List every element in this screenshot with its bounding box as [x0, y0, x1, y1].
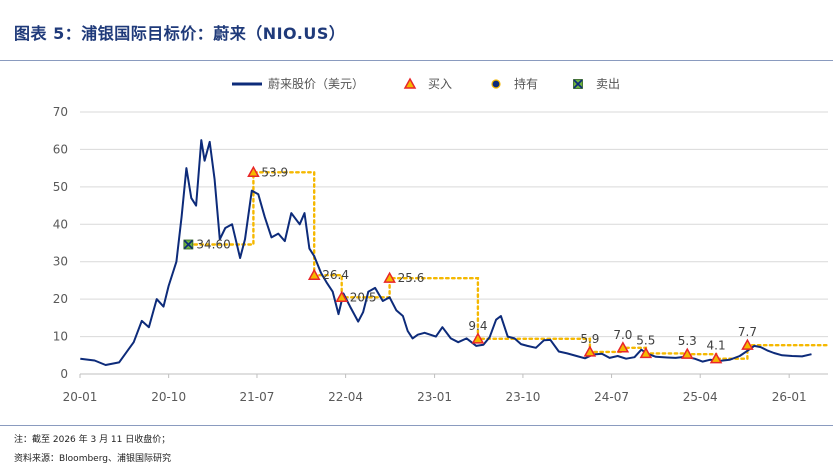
chart-legend: 蔚来股价（美元） 买入 持有 卖出 [232, 76, 620, 91]
target-price-chart: 蔚来股价（美元） 买入 持有 卖出 0 10 20 30 40 50 60 70 20-01 20-10… [53, 76, 830, 404]
rating-label: 4.1 [707, 339, 726, 353]
rating-label: 53.9 [261, 165, 288, 179]
rating-label: 7.7 [738, 325, 757, 339]
rating-markers [183, 165, 754, 364]
x-tick-label: 20-10 [151, 390, 186, 404]
buy-marker [335, 290, 349, 303]
title-divider [0, 60, 833, 61]
rating-labels: 34.60 53.9 26.420.5 25.6 9.4 5.9 7.0 5.5 5.3 4.1 7… [196, 165, 757, 352]
y-tick-label: 40 [53, 217, 68, 231]
legend-buy-label: 买入 [428, 77, 452, 91]
legend-hold-label: 持有 [514, 76, 538, 91]
y-tick-label: 20 [53, 292, 68, 306]
footnote: 注：截至 2026 年 3 月 11 日收盘价； [14, 435, 171, 445]
rating-label: 5.5 [636, 333, 655, 347]
x-tick-label: 26-01 [772, 390, 807, 404]
rating-label: 25.6 [398, 271, 425, 285]
rating-label: 5.3 [678, 334, 697, 348]
rating-label: 20.5 [350, 290, 377, 304]
x-tick-label: 20-01 [63, 390, 98, 404]
y-tick-label: 50 [53, 180, 68, 194]
rating-label: 9.4 [468, 319, 487, 333]
rating-label: 26.4 [322, 268, 349, 282]
x-tick-label: 21-07 [240, 390, 275, 404]
price-line [80, 139, 812, 366]
buy-marker [709, 352, 723, 364]
rating-label: 7.0 [613, 328, 632, 342]
x-tick-label: 24-07 [594, 390, 629, 404]
source-note: 资料来源：Bloomberg、浦银国际研究 [14, 454, 171, 464]
legend-sell-marker [573, 79, 583, 89]
x-tick-label: 25-04 [683, 390, 718, 404]
target-price-line [187, 171, 830, 360]
page-title: 图表 5：浦银国际目标价：蔚来（NIO.US） [14, 24, 346, 43]
buy-marker [307, 268, 321, 280]
legend-price-label: 蔚来股价（美元） [268, 77, 364, 91]
y-tick-label: 60 [53, 142, 68, 156]
x-tick-label: 23-10 [505, 390, 540, 404]
buy-marker [741, 338, 754, 350]
rating-label: 34.60 [196, 237, 230, 251]
buy-marker [583, 345, 597, 357]
sell-marker-cross [183, 239, 193, 250]
buy-marker [616, 341, 630, 353]
buy-marker [680, 347, 694, 359]
buy-marker [247, 165, 260, 178]
y-tick-label: 10 [53, 330, 68, 344]
y-tick-label: 70 [53, 105, 68, 119]
legend-hold-marker [491, 79, 501, 89]
target-price-series [187, 171, 830, 360]
x-tick-label: 23-01 [417, 390, 452, 404]
buy-marker [383, 271, 396, 283]
rating-label: 5.9 [580, 332, 599, 346]
buy-marker [471, 332, 485, 344]
buy-marker [639, 346, 653, 359]
footer-divider [0, 425, 833, 426]
y-tick-label: 30 [53, 255, 68, 269]
y-tick-label: 0 [60, 367, 68, 381]
x-tick-label: 22-04 [328, 390, 363, 404]
sell-marker [183, 239, 194, 250]
chart-axes: 0 10 20 30 40 50 60 70 20-01 20-10 21-07 22-04 23-01… [53, 105, 828, 404]
legend-buy-marker [403, 77, 417, 89]
stock-price-series [80, 139, 812, 366]
legend-sell-label: 卖出 [596, 77, 620, 91]
sell-marker-cross [573, 79, 583, 89]
